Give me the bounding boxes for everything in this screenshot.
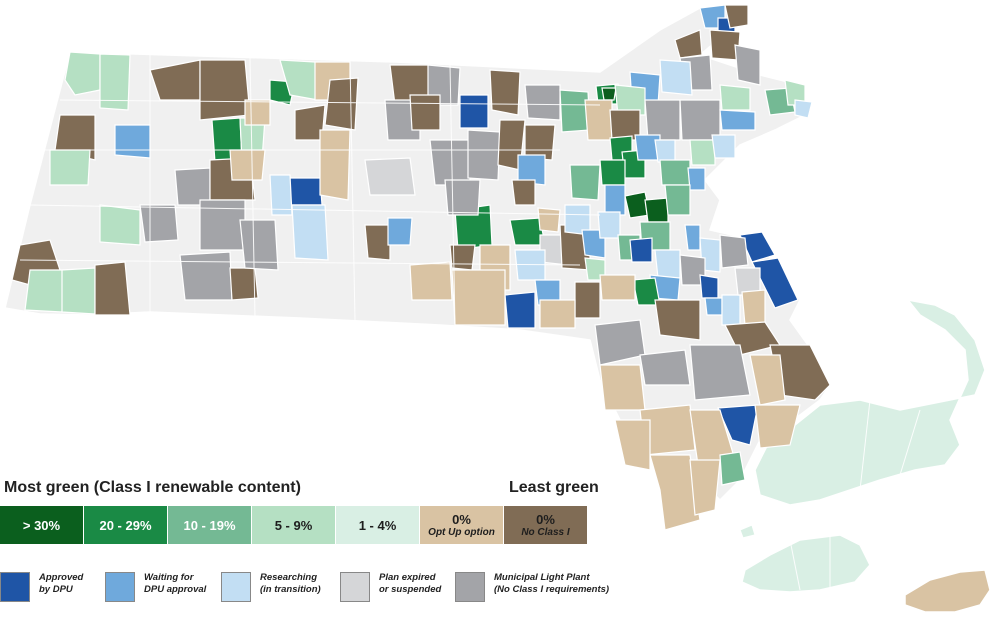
legend-label: (No Class I requirements) (494, 584, 610, 595)
scale-cell-sublabel: Opt Up option (428, 527, 495, 538)
legend-label: Waiting for (144, 572, 194, 583)
scale-cell-label: 1 - 4% (358, 517, 397, 533)
scale-cell: 20 - 29% (84, 506, 168, 544)
legend-swatch-municipal (455, 572, 485, 602)
legend-label: Approved (39, 572, 84, 583)
scale-cell-label: 5 - 9% (274, 517, 313, 533)
legend-label: Researching (260, 572, 318, 583)
scale-cell: > 30% (0, 506, 84, 544)
legend-swatch-waiting (105, 572, 135, 602)
scale-cell-label: > 30% (22, 517, 61, 533)
municipality-patches (11, 4, 831, 531)
legend-label: or suspended (379, 584, 442, 595)
scale-cell-label: 10 - 19% (183, 517, 236, 533)
scale-cell-sublabel: No Class I (521, 527, 570, 538)
legend-approved: Approved by DPU (0, 572, 83, 602)
green-scale-bar: > 30% 20 - 29% 10 - 19% 5 - 9% 1 - 4% 0% Opt U… (0, 506, 588, 544)
marthas-vineyard (741, 534, 871, 593)
legend-swatch-approved (0, 572, 30, 602)
legend-title-least-green: Least green (509, 479, 599, 496)
legend-label: Municipal Light Plant (494, 572, 590, 583)
legend-swatch-researching (221, 572, 251, 602)
legend-expired: Plan expired or suspended (340, 572, 441, 602)
legend-researching: Researching (in transition) (221, 572, 321, 602)
scale-cell: 5 - 9% (252, 506, 336, 544)
scale-cell: 0% No Class I (504, 506, 588, 544)
scale-cell: 0% Opt Up option (420, 506, 504, 544)
legend-label: (in transition) (260, 584, 321, 595)
scale-cell-label: 0% (452, 512, 471, 527)
legend-swatch-expired (340, 572, 370, 602)
legend-label: DPU approval (144, 584, 207, 595)
scale-cell: 10 - 19% (168, 506, 252, 544)
legend-label: Plan expired (379, 572, 436, 583)
legend-label: by DPU (39, 584, 73, 595)
scale-cell-label: 20 - 29% (99, 517, 152, 533)
scale-cell: 1 - 4% (336, 506, 420, 544)
legend-title-most-green: Most green (Class I renewable content) (4, 479, 301, 496)
legend-municipal-light-plant: Municipal Light Plant (No Class I require… (455, 572, 609, 602)
town-borders (19, 55, 921, 591)
legend-waiting: Waiting for DPU approval (105, 572, 206, 602)
nantucket (904, 569, 991, 613)
scale-cell-label: 0% (536, 512, 555, 527)
aquinnah-island (739, 524, 756, 539)
